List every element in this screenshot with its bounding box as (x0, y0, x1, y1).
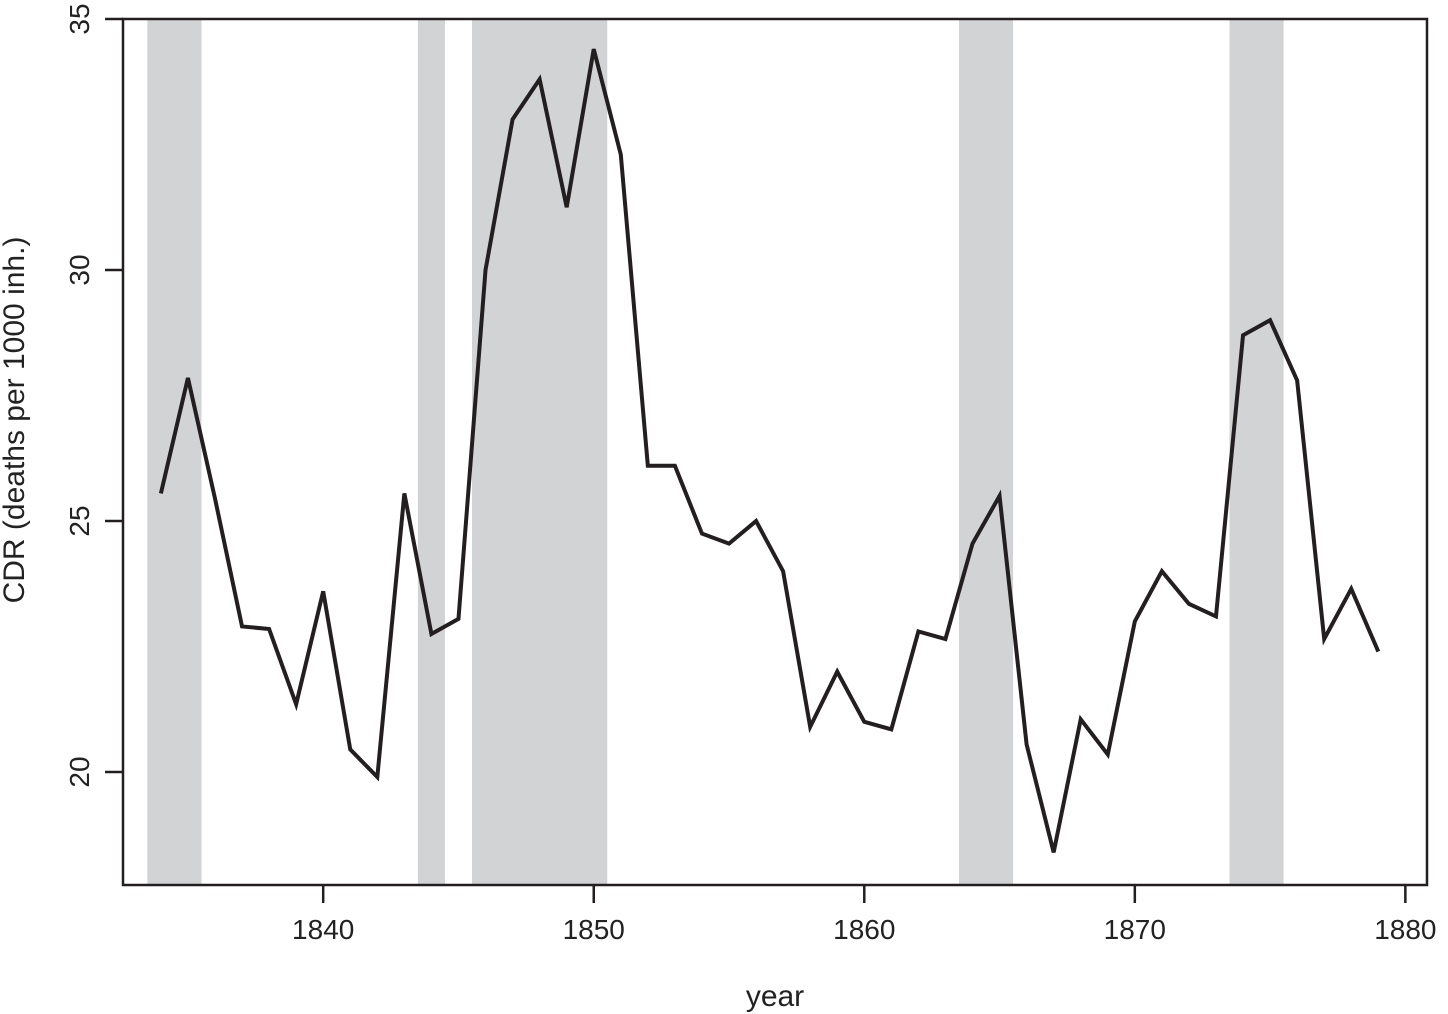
x-axis: 1840 1850 1860 1870 1880 (292, 885, 1437, 945)
x-tick-label-1840: 1840 (292, 914, 354, 945)
shaded-period-0 (147, 19, 202, 885)
x-tick-label-1850: 1850 (563, 914, 625, 945)
cdr-series-line (158, 48, 1381, 853)
x-tick-label-1880: 1880 (1374, 914, 1436, 945)
y-axis: 20 25 30 35 (64, 3, 123, 788)
plot-frame (121, 17, 1429, 887)
shaded-period-2 (471, 19, 608, 885)
shaded-periods (147, 19, 1284, 885)
y-tick-label-35: 35 (64, 3, 95, 34)
shaded-period-4 (1229, 19, 1284, 885)
y-axis-title: CDR (deaths per 1000 inh.) (0, 237, 31, 604)
y-tick-label-25: 25 (64, 505, 95, 536)
shaded-period-3 (958, 19, 1014, 885)
x-axis-title: year (746, 980, 804, 1013)
y-tick-label-30: 30 (64, 254, 95, 285)
shaded-period-1 (417, 19, 445, 885)
y-tick-label-20: 20 (64, 756, 95, 787)
x-tick-label-1860: 1860 (833, 914, 895, 945)
x-tick-label-1870: 1870 (1104, 914, 1166, 945)
